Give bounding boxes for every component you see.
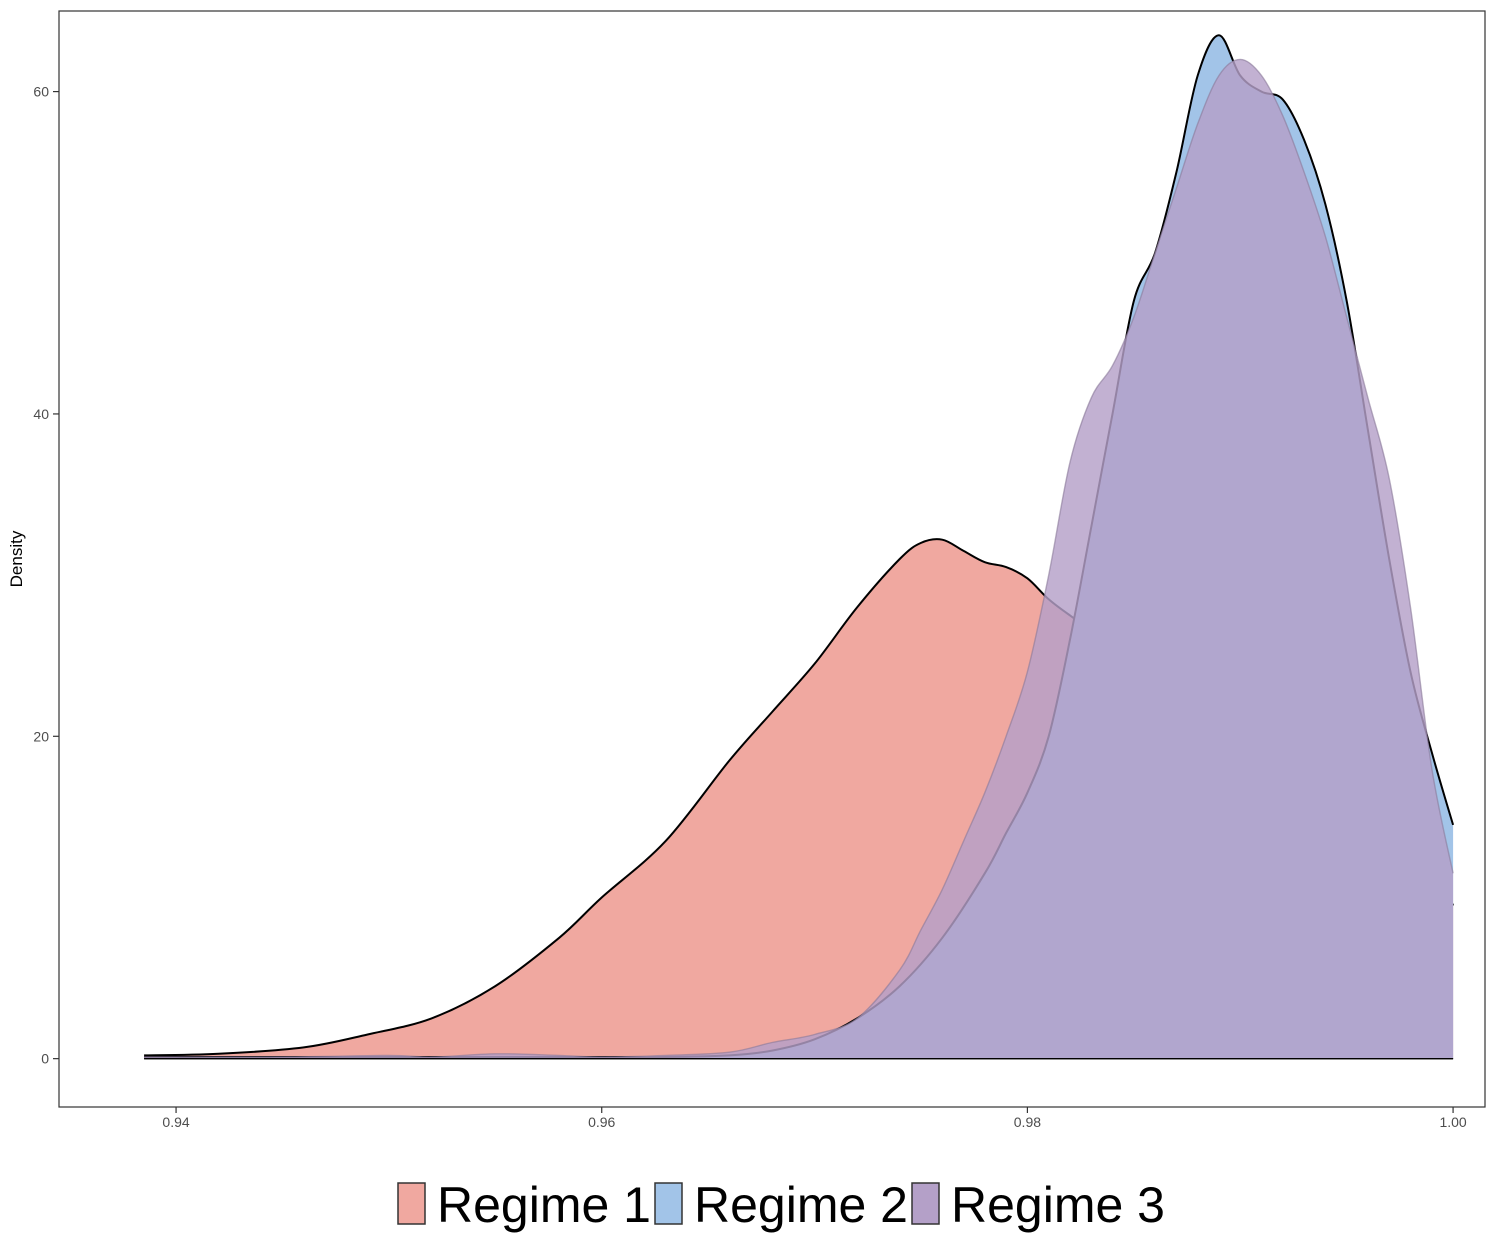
y-tick-label: 20 <box>33 728 49 744</box>
x-axis: 0.94 0.96 0.98 1.00 <box>162 1107 1467 1130</box>
panel-border <box>58 10 1486 1108</box>
density-area-regime-3 <box>144 59 1454 1059</box>
x-tick-label: 0.98 <box>1014 1114 1041 1130</box>
x-tick-label: 0.96 <box>588 1114 615 1130</box>
legend-label-regime-2: Regime 2 <box>694 1177 908 1233</box>
legend-key-regime-1 <box>397 1182 426 1225</box>
x-tick-label: 1.00 <box>1439 1114 1466 1130</box>
y-axis-title: Density <box>7 530 26 587</box>
y-tick-label: 60 <box>33 84 49 100</box>
legend-label-regime-1: Regime 1 <box>437 1177 651 1233</box>
y-axis: 0 20 40 60 <box>33 84 59 1067</box>
density-line-regime-3 <box>144 58 1454 1058</box>
x-tick-label: 0.94 <box>162 1114 189 1130</box>
legend-label-regime-3: Regime 3 <box>951 1177 1165 1233</box>
legend: Regime 1 Regime 2 Regime 3 <box>397 1177 1165 1233</box>
y-tick-label: 0 <box>41 1051 49 1067</box>
legend-key-regime-3 <box>911 1182 940 1225</box>
density-areas <box>144 34 1455 1060</box>
y-tick-label: 40 <box>33 406 49 422</box>
legend-key-regime-2 <box>654 1182 683 1225</box>
